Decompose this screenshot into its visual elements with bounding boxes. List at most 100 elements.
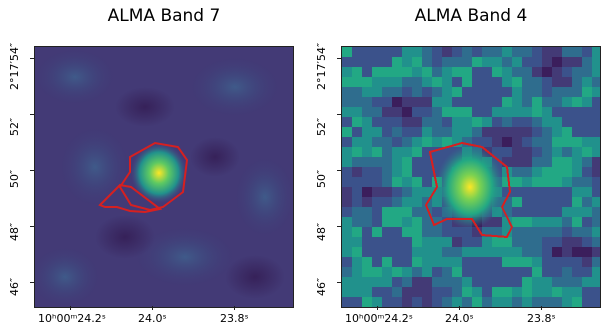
map-pixel <box>502 117 512 127</box>
map-pixel <box>412 227 422 237</box>
map-pixel <box>352 117 362 127</box>
map-pixel <box>382 137 392 147</box>
map-pixel <box>402 287 412 297</box>
map-pixel <box>522 127 532 137</box>
map-pixel <box>592 67 600 77</box>
map-pixel <box>552 87 562 97</box>
map-pixel <box>342 197 352 207</box>
map-pixel <box>552 67 562 77</box>
map-pixel <box>402 57 412 67</box>
map-pixel <box>502 127 512 137</box>
map-pixel <box>452 97 462 107</box>
map-pixel <box>552 157 562 167</box>
map-pixel <box>352 227 362 237</box>
map-pixel <box>422 187 432 197</box>
map-pixel <box>372 277 382 287</box>
map-pixel <box>562 277 572 287</box>
map-pixel <box>362 287 372 297</box>
map-pixel <box>372 237 382 247</box>
map-pixel <box>562 197 572 207</box>
y-tick-label: 2°17′54″ <box>315 42 328 90</box>
map-pixel <box>362 167 372 177</box>
map-pixel <box>512 57 522 67</box>
map-pixel <box>522 157 532 167</box>
map-pixel <box>362 207 372 217</box>
map-pixel <box>402 297 412 307</box>
map-pixel <box>542 67 552 77</box>
map-pixel <box>502 277 512 287</box>
map-pixel <box>412 137 422 147</box>
map-pixel <box>552 47 562 57</box>
map-pixel <box>342 227 352 237</box>
map-pixel <box>482 117 492 127</box>
map-pixel <box>572 97 582 107</box>
map-pixel <box>502 47 512 57</box>
map-pixel <box>492 57 502 67</box>
map-pixel <box>392 267 402 277</box>
map-pixel <box>452 297 462 307</box>
map-pixel <box>592 227 600 237</box>
map-pixel <box>462 237 472 247</box>
map-pixel <box>382 267 392 277</box>
map-pixel <box>412 197 422 207</box>
map-pixel <box>372 207 382 217</box>
map-pixel <box>512 187 522 197</box>
map-pixel <box>382 87 392 97</box>
map-pixel <box>572 67 582 77</box>
map-pixel <box>422 97 432 107</box>
map-pixel <box>592 187 600 197</box>
map-pixel <box>562 187 572 197</box>
map-pixel <box>342 267 352 277</box>
map-pixel <box>402 147 412 157</box>
map-pixel <box>492 217 502 227</box>
map-pixel <box>382 297 392 307</box>
map-pixel <box>572 77 582 87</box>
map-pixel <box>472 267 482 277</box>
map-pixel <box>452 57 462 67</box>
map-pixel <box>512 167 522 177</box>
map-pixel <box>432 67 442 77</box>
map-pixel <box>582 237 592 247</box>
map-pixel <box>442 127 452 137</box>
map-pixel <box>412 287 422 297</box>
map-pixel <box>412 87 422 97</box>
map-pixel <box>402 117 412 127</box>
map-pixel <box>352 77 362 87</box>
map-pixel <box>452 287 462 297</box>
panel-title: ALMA Band 7 <box>107 6 221 26</box>
map-pixel <box>562 257 572 267</box>
map-pixel <box>382 257 392 267</box>
map-pixel <box>372 47 382 57</box>
map-pixel <box>512 47 522 57</box>
map-pixel <box>572 247 582 257</box>
map-pixel <box>482 67 492 77</box>
map-pixel <box>352 277 362 287</box>
map-pixel <box>552 77 562 87</box>
map-pixel <box>352 257 362 267</box>
map-pixel <box>532 277 542 287</box>
map-pixel <box>392 127 402 137</box>
map-pixel <box>512 197 522 207</box>
map-pixel <box>342 167 352 177</box>
map-pixel <box>532 57 542 67</box>
map-pixel <box>372 57 382 67</box>
map-pixel <box>412 247 422 257</box>
map-pixel <box>512 247 522 257</box>
map-pixel <box>442 77 452 87</box>
map-pixel <box>412 77 422 87</box>
map-pixel <box>362 217 372 227</box>
map-pixel <box>492 297 502 307</box>
map-pixel <box>372 157 382 167</box>
map-pixel <box>402 107 412 117</box>
map-pixel <box>592 57 600 67</box>
map-pixel <box>472 97 482 107</box>
map-pixel <box>362 237 372 247</box>
map-pixel <box>582 167 592 177</box>
map-pixel <box>512 157 522 167</box>
map-pixel <box>462 257 472 267</box>
map-pixel <box>472 47 482 57</box>
map-pixel <box>492 107 502 117</box>
map-pixel <box>502 107 512 117</box>
map-pixel <box>572 227 582 237</box>
map-pixel <box>492 67 502 77</box>
